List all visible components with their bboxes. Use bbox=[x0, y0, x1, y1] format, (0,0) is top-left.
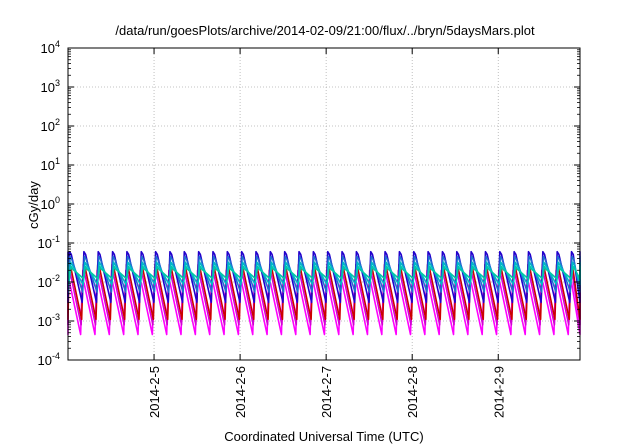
chart-title: /data/run/goesPlots/archive/2014-02-09/2… bbox=[115, 23, 535, 38]
y-axis: 10-4 10-3 10-2 10-1 100 101 102 103 104 bbox=[38, 39, 580, 368]
x-tick-label: 2014-2-7 bbox=[319, 366, 334, 418]
y-tick-label: 104 bbox=[41, 39, 60, 56]
plot-area bbox=[67, 250, 581, 336]
x-tick-label: 2014-2-8 bbox=[405, 366, 420, 418]
series-line bbox=[67, 250, 581, 304]
x-axis-label: Coordinated Universal Time (UTC) bbox=[224, 429, 423, 444]
series-line bbox=[67, 261, 581, 286]
y-tick-label: 10-1 bbox=[38, 234, 60, 251]
x-tick-label: 2014-2-5 bbox=[147, 366, 162, 418]
x-tick-label: 2014-2-6 bbox=[233, 366, 248, 418]
series-line bbox=[67, 255, 581, 293]
y-tick-label: 10-4 bbox=[38, 351, 60, 368]
x-tick-label: 2014-2-9 bbox=[491, 366, 506, 418]
y-tick-label: 102 bbox=[41, 117, 60, 134]
y-tick-label: 10-3 bbox=[38, 312, 60, 329]
x-axis: 2014-2-5 2014-2-6 2014-2-7 2014-2-8 2014-2-9 bbox=[147, 48, 506, 418]
y-tick-label: 101 bbox=[41, 156, 60, 173]
y-tick-label: 103 bbox=[41, 78, 60, 95]
y-tick-label: 10-2 bbox=[38, 273, 60, 290]
y-tick-label: 100 bbox=[41, 195, 60, 212]
series-line bbox=[67, 265, 581, 280]
y-axis-label: cGy/day bbox=[26, 181, 41, 229]
